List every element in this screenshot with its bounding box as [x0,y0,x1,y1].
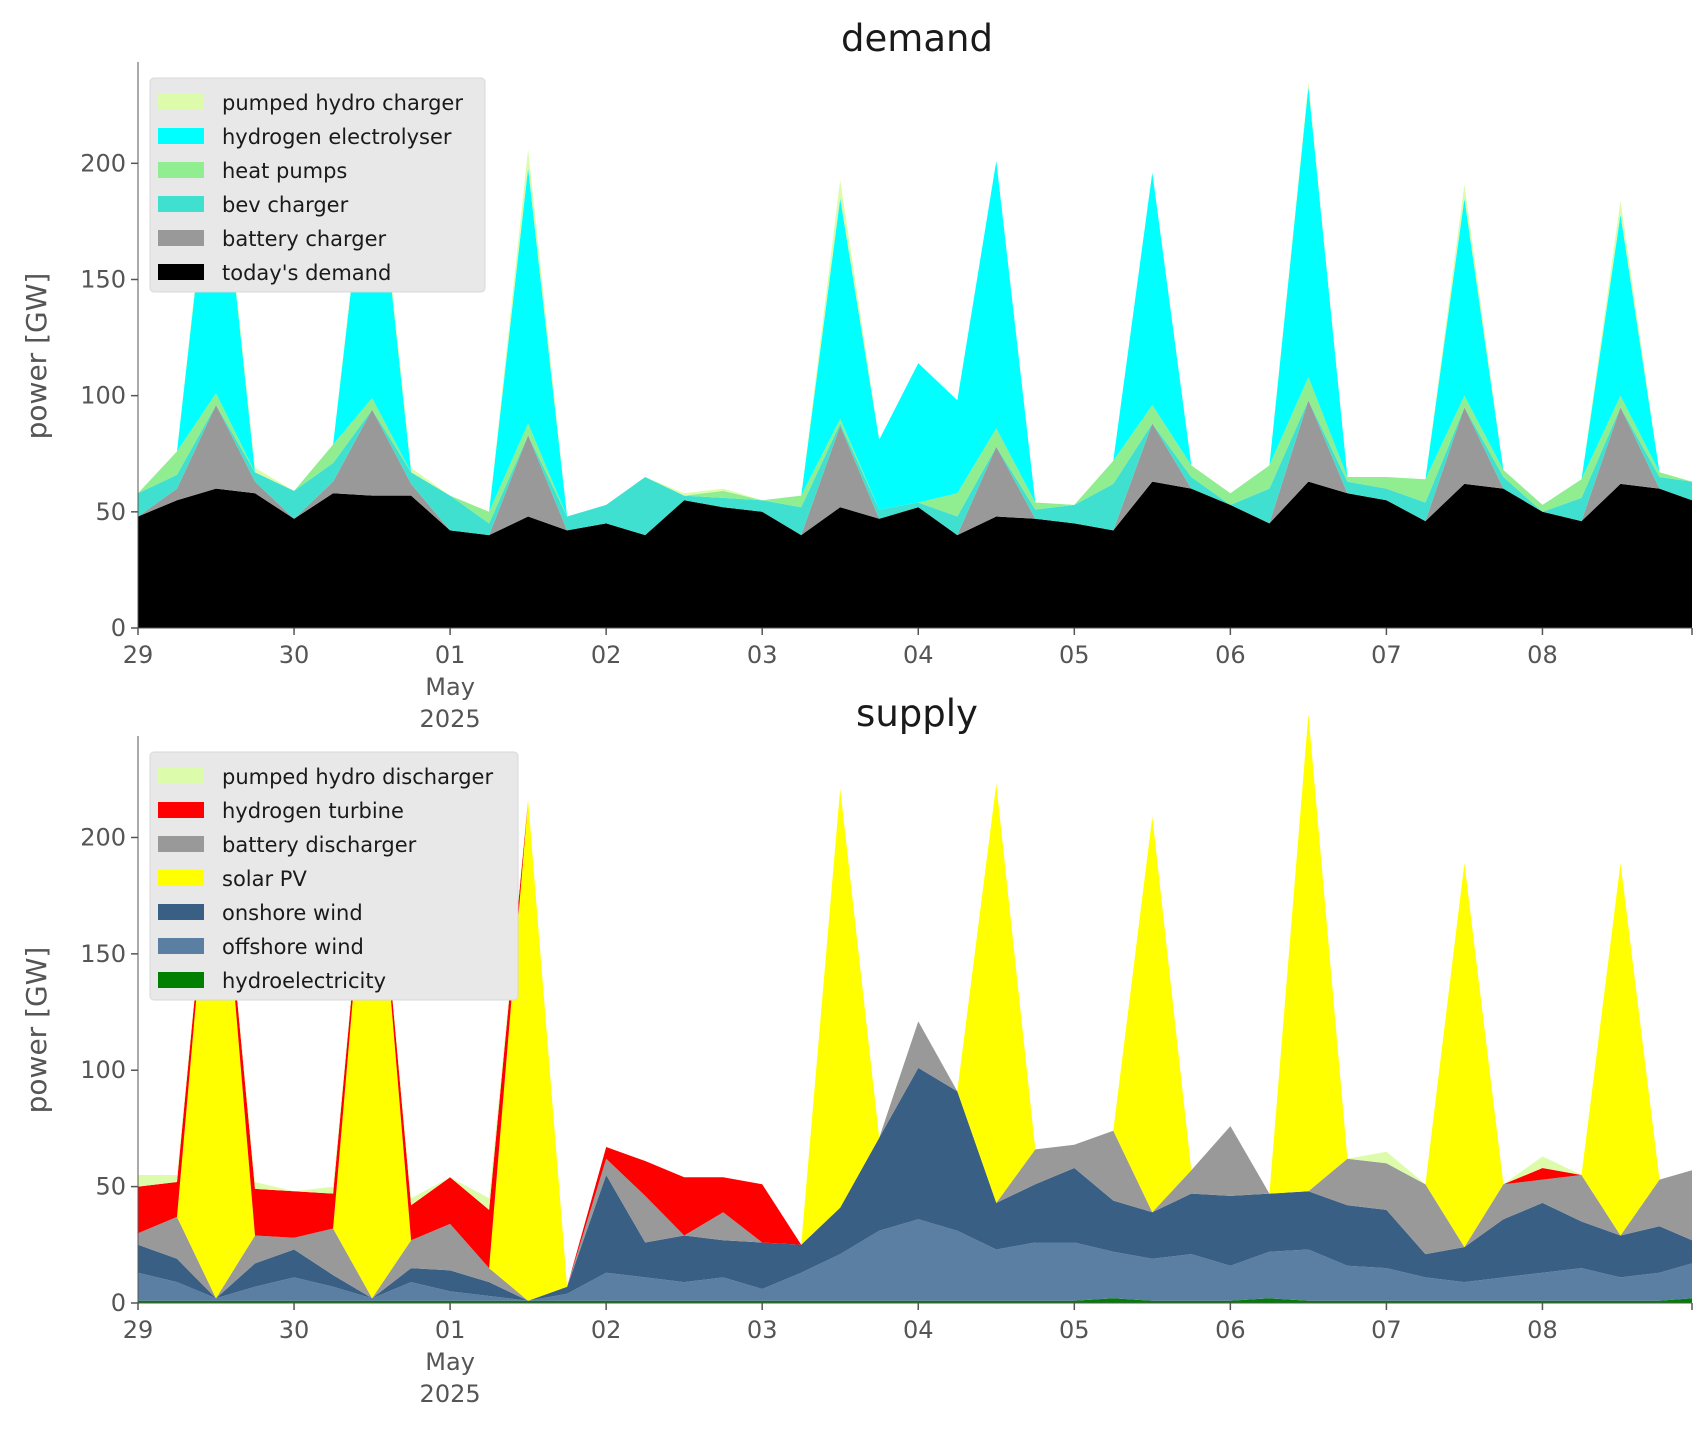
supply-chart-title: supply [856,692,978,735]
supply-legend-swatch-solar-pv [158,870,204,886]
demand-x-tick-label: 03 [747,641,778,669]
demand-x-tick-label: 06 [1215,641,1246,669]
supply-y-tick-label: 200 [80,823,126,851]
supply-legend-swatch-hydrogen-turbine [158,802,204,818]
supply-x-tick-label: 03 [747,1316,778,1344]
supply-legend-swatch-battery-discharger [158,836,204,852]
supply-x-tick-label: 07 [1371,1316,1402,1344]
demand-legend-label-hydrogen-electrolyser: hydrogen electrolyser [222,125,452,149]
demand-area-hydrogen-electrolyser [138,86,1692,517]
demand-x-tick-label: 07 [1371,641,1402,669]
supply-x-tick-label: 30 [279,1316,310,1344]
supply-x-tick-label: 06 [1215,1316,1246,1344]
demand-y-tick-label: 200 [80,149,126,177]
demand-x-secondary-label: May [425,673,475,701]
demand-legend-swatch-pumped-hydro-charger [158,94,204,110]
supply-area-hydroelectricity [138,1298,1692,1303]
demand-legend-swatch-heat-pumps [158,162,204,178]
supply-legend-label-solar-pv: solar PV [222,867,307,891]
supply-y-tick-label: 0 [111,1289,126,1317]
demand-legend: pumped hydro charger hydrogen electrolyse… [149,77,486,293]
demand-x-tick-label: 29 [123,641,154,669]
demand-y-tick-label: 50 [95,498,126,526]
demand-area-bev-charger [138,400,1692,536]
supply-legend-swatch-onshore-wind [158,904,204,920]
supply-x-secondary-label: May [425,1348,475,1376]
supply-area-layers [138,714,1692,1303]
demand-legend-swatch-hydrogen-electrolyser [158,128,204,144]
supply-legend-label-pumped-hydro-discharger: pumped hydro discharger [222,765,493,789]
supply-legend-swatch-pumped-hydro-discharger [158,768,204,784]
demand-y-tick-label: 100 [80,382,126,410]
supply-y-tick-label: 150 [80,940,126,968]
demand-legend-box [149,77,486,293]
supply-legend-label-offshore-wind: offshore wind [222,935,364,959]
demand-legend-label-today-s-demand: today's demand [222,261,391,285]
demand-x-tick-label: 05 [1059,641,1090,669]
demand-legend-swatch-today-s-demand [158,264,204,280]
supply-x-tick-label: 02 [591,1316,622,1344]
demand-legend-label-pumped-hydro-charger: pumped hydro charger [222,91,463,115]
supply-x-tick-label: 01 [435,1316,466,1344]
demand-axes: 0 50 100 150 200 29 30 01 02 03 04 05 06 07 08 May 2025 [80,62,1693,733]
demand-chart-title: demand [841,17,993,60]
supply-y-axis-label: power [GW] [20,947,53,1114]
demand-area-battery-charger [138,400,1692,536]
supply-legend-label-battery-discharger: battery discharger [222,833,417,857]
supply-y-tick-label: 100 [80,1056,126,1084]
supply-area-solar-pv [138,714,1692,1301]
demand-x-secondary-label: 2025 [420,705,481,733]
demand-legend-swatch-bev-charger [158,196,204,212]
supply-legend: pumped hydro discharger hydrogen turbine b… [149,751,519,1001]
demand-area-layers [138,82,1692,628]
demand-y-tick-label: 0 [111,614,126,642]
demand-y-tick-label: 150 [80,265,126,293]
demand-x-tick-label: 08 [1527,641,1558,669]
supply-legend-box [149,751,519,1001]
demand-x-tick-label: 04 [903,641,934,669]
demand-y-axis-label: power [GW] [20,273,53,440]
supply-y-tick-label: 50 [95,1173,126,1201]
supply-x-tick-label: 05 [1059,1316,1090,1344]
supply-x-tick-label: 29 [123,1316,154,1344]
demand-legend-label-bev-charger: bev charger [222,193,349,217]
demand-legend-label-heat-pumps: heat pumps [222,159,347,183]
demand-x-tick-label: 02 [591,641,622,669]
demand-area-today-s-demand [138,481,1692,628]
supply-area-hydrogen-turbine [138,714,1692,1287]
demand-x-tick-label: 30 [279,641,310,669]
supply-legend-label-hydroelectricity: hydroelectricity [222,969,386,993]
supply-area-onshore-wind [138,1067,1692,1301]
supply-legend-swatch-hydroelectricity [158,972,204,988]
demand-legend-swatch-battery-charger [158,230,204,246]
supply-x-secondary-label: 2025 [420,1380,481,1408]
supply-legend-label-hydrogen-turbine: hydrogen turbine [222,799,404,823]
supply-x-tick-label: 04 [903,1316,934,1344]
supply-area-offshore-wind [138,1219,1692,1301]
demand-x-tick-label: 01 [435,641,466,669]
supply-legend-label-onshore-wind: onshore wind [222,901,363,925]
supply-legend-swatch-offshore-wind [158,938,204,954]
supply-axes: 0 50 100 150 200 29 30 01 02 03 04 05 06 07 08 May 2025 [80,736,1693,1408]
demand-legend-label-battery-charger: battery charger [222,227,387,251]
supply-x-tick-label: 08 [1527,1316,1558,1344]
